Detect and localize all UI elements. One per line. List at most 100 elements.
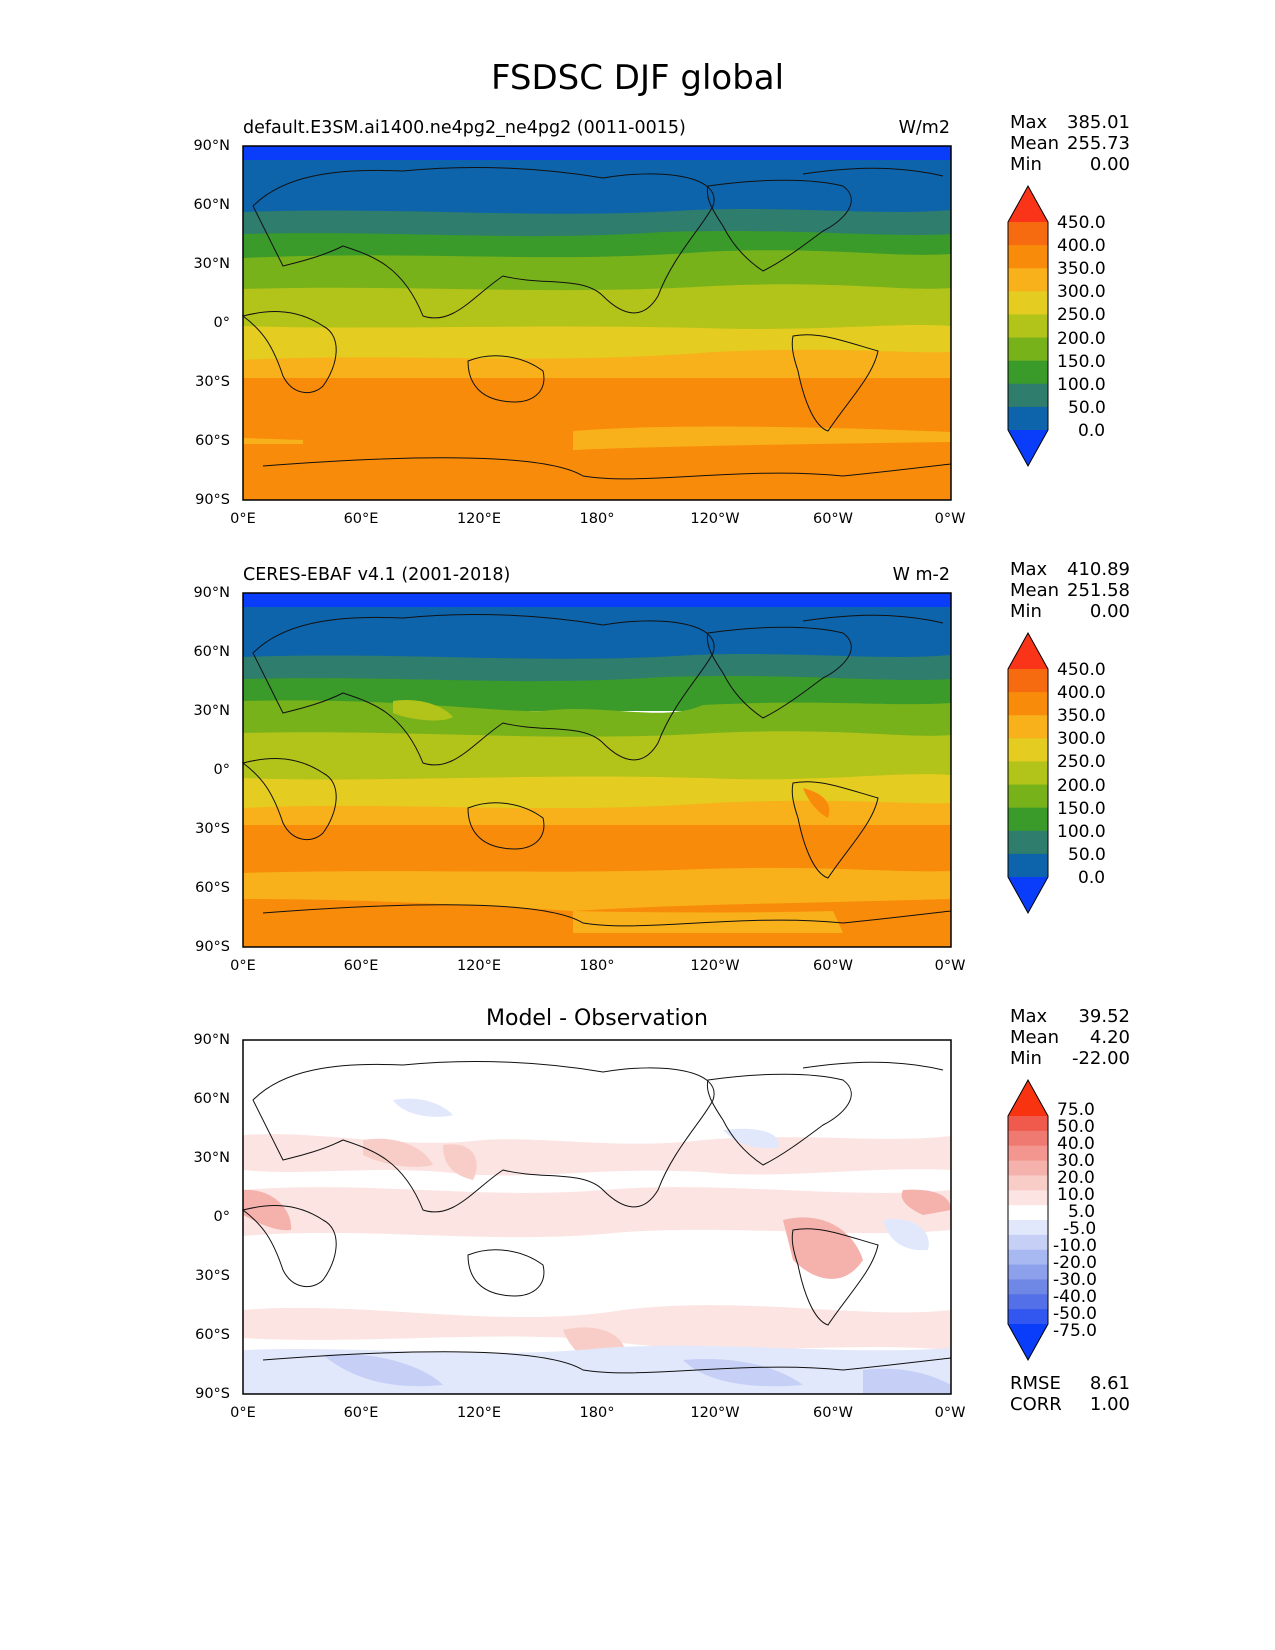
panel-1-colorbar-label: 450.0 — [1057, 213, 1106, 233]
panel-3-colorbar-label: -30.0 — [1053, 1270, 1097, 1290]
colorbar-segment — [1008, 1175, 1048, 1191]
panel-3-colorbar-label: 40.0 — [1057, 1134, 1095, 1154]
panel-2-colorbar-label: 200.0 — [1057, 776, 1106, 796]
panel-2-lat-tick: 0° — [213, 762, 230, 778]
panel-2-max-label: Max — [1010, 559, 1048, 580]
panel-3-colorbar-label: 50.0 — [1057, 1117, 1095, 1137]
rmse-value: 8.61 — [1089, 1373, 1130, 1394]
colorbar-segment — [1008, 830, 1048, 855]
panel-3-lat-tick: 0° — [213, 1209, 230, 1225]
panel-3-lon-tick: 60°W — [812, 1405, 854, 1421]
colorbar-segment — [1008, 314, 1048, 339]
colorbar-outline — [1007, 1078, 1049, 1362]
panel-3-lat-tick: 30°S — [195, 1268, 230, 1284]
panel-1-colorbar-label: 250.0 — [1057, 305, 1106, 325]
panel-1-title-left: default.E3SM.ai1400.ne4pg2_ne4pg2 (0011-… — [243, 118, 686, 138]
panel-3-title: Model - Observation — [486, 1006, 708, 1031]
panel-3-lat-tick: 90°N — [193, 1032, 230, 1048]
colorbar-segment — [1008, 222, 1048, 246]
panel-1-colorbar-label: 50.0 — [1068, 398, 1106, 418]
panel-3-min-label: Min — [1010, 1048, 1042, 1069]
panel-2-lat-tick: 60°S — [195, 880, 230, 896]
colorbar-segment — [1008, 807, 1048, 832]
colorbar-segment — [1008, 245, 1048, 269]
panel-2-lon-tick: 60°E — [343, 958, 379, 974]
panel-3-colorbar-label: 75.0 — [1057, 1100, 1095, 1120]
colorbar-segment — [1008, 1264, 1048, 1281]
panel-3-lon-tick: 120°E — [456, 1405, 502, 1421]
panel-3-lon-tick: 120°W — [690, 1405, 740, 1421]
panel-1-lon-tick: 60°E — [343, 511, 379, 527]
panel-2-colorbar-label: 250.0 — [1057, 752, 1106, 772]
panel-3-max-value: 39.52 — [1078, 1006, 1130, 1027]
panel-3-colorbar-label: 20.0 — [1057, 1168, 1095, 1188]
colorbar-segment — [1008, 1116, 1048, 1132]
panel-1-lat-tick: 30°N — [193, 256, 230, 272]
rmse-label: RMSE — [1010, 1373, 1061, 1394]
panel-1-colorbar-label: 150.0 — [1057, 352, 1106, 372]
colorbar-segment — [1008, 1249, 1048, 1266]
panel-2-map — [241, 592, 952, 948]
panel-2-lat-tick: 30°N — [193, 703, 230, 719]
panel-3-lat-tick: 90°S — [195, 1386, 230, 1402]
colorbar-segment — [1008, 1205, 1048, 1221]
colorbar-extend-min — [1008, 430, 1048, 466]
panel-1-lat-tick: 60°N — [193, 197, 230, 213]
panel-2-mean-label: Mean — [1010, 580, 1060, 601]
panel-3-colorbar — [1007, 1078, 1049, 1362]
panel-2-colorbar-label: 0.0 — [1078, 868, 1106, 888]
colorbar-segment — [1008, 1294, 1048, 1310]
panel-3-map — [241, 1039, 952, 1395]
panel-2-lat-tick: 90°N — [193, 585, 230, 601]
colorbar-extend-max — [1008, 186, 1048, 222]
panel-3-mean-value: 4.20 — [1089, 1027, 1130, 1048]
colorbar-segment — [1008, 1145, 1048, 1162]
panel-1-colorbar-label: 400.0 — [1057, 236, 1106, 256]
colorbar-extend-max — [1008, 633, 1048, 669]
panel-1-map — [241, 145, 952, 501]
panel-3-colorbar-label: -10.0 — [1053, 1236, 1097, 1256]
panel-2-lon-tick: 120°E — [456, 958, 502, 974]
panel-2-lon-tick: 120°W — [690, 958, 740, 974]
colorbar-segment — [1008, 291, 1048, 316]
panel-1-colorbar — [1007, 184, 1049, 468]
panel-3-colorbar-label: -75.0 — [1053, 1321, 1097, 1341]
colorbar-segment — [1008, 1234, 1048, 1251]
colorbar-segment — [1008, 669, 1048, 693]
colorbar-outline — [1007, 631, 1049, 915]
panel-2-min-value: 0.00 — [1089, 601, 1130, 622]
panel-3-colorbar-label: 5.0 — [1068, 1202, 1096, 1222]
panel-2-lon-tick: 60°W — [812, 958, 854, 974]
panel-2-lat-tick: 60°N — [193, 644, 230, 660]
panel-3-lon-tick: 0°W — [934, 1405, 966, 1421]
panel-2-colorbar-label: 300.0 — [1057, 729, 1106, 749]
colorbar-segment — [1008, 337, 1048, 362]
panel-3-min-value: -22.00 — [1071, 1048, 1130, 1069]
panel-3-lon-tick: 60°E — [343, 1405, 379, 1421]
colorbar-segment — [1008, 360, 1048, 385]
panel-1-lat-tick: 90°N — [193, 138, 230, 154]
colorbar-extend-min — [1008, 1324, 1048, 1360]
colorbar-segment — [1008, 1220, 1048, 1236]
panel-2-colorbar-label: 50.0 — [1068, 845, 1106, 865]
panel-3-lat-tick: 30°N — [193, 1150, 230, 1166]
panel-1-lat-tick: 60°S — [195, 433, 230, 449]
panel-2-mean-value: 251.58 — [1067, 580, 1130, 601]
panel-2-title-left: CERES-EBAF v4.1 (2001-2018) — [243, 565, 511, 585]
panel-1-lon-tick: 120°E — [456, 511, 502, 527]
panel-1-colorbar-label: 200.0 — [1057, 329, 1106, 349]
colorbar-segment — [1008, 692, 1048, 716]
colorbar-segment — [1008, 853, 1048, 878]
panel-1-lat-tick: 30°S — [195, 374, 230, 390]
colorbar-segment — [1008, 738, 1048, 763]
colorbar-segment — [1008, 761, 1048, 786]
panel-2-lon-tick: 180° — [579, 958, 615, 974]
colorbar-segment — [1008, 784, 1048, 809]
panel-3-colorbar-label: -40.0 — [1053, 1287, 1097, 1307]
panel-2-colorbar-label: 150.0 — [1057, 799, 1106, 819]
panel-1-colorbar-label: 300.0 — [1057, 282, 1106, 302]
colorbar-segment — [1008, 1130, 1048, 1147]
corr-value: 1.00 — [1089, 1394, 1130, 1415]
colorbar-segment — [1008, 1279, 1048, 1295]
panel-1-colorbar-label: 350.0 — [1057, 259, 1106, 279]
